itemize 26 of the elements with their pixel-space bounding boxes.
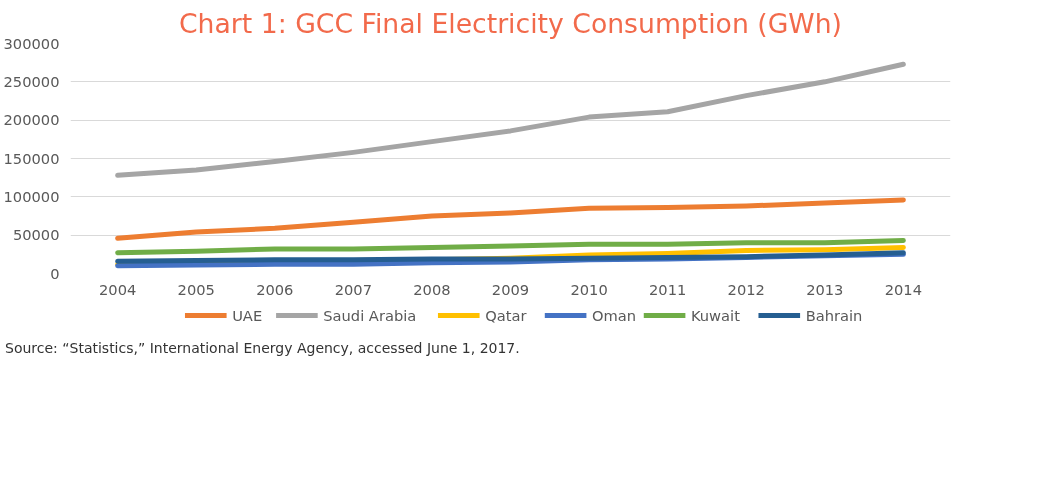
legend-label: Kuwait <box>690 307 741 324</box>
legend-label: Bahrain <box>805 307 863 324</box>
y-tick-label: 50000 <box>12 226 60 244</box>
y-tick-label: 300000 <box>3 34 60 52</box>
y-tick-label: 200000 <box>3 111 60 129</box>
x-tick-label: 2005 <box>177 280 215 298</box>
source-note: Source: “Statistics,” International Energy Agency, accessed June 1, 2017. <box>5 339 520 358</box>
y-tick-label: 150000 <box>3 149 60 167</box>
x-tick-label: 2011 <box>648 280 687 298</box>
x-tick-label: 2009 <box>491 280 530 298</box>
chart-title: Chart 1: GCC Final Electricity Consumption (GWh) <box>179 7 843 39</box>
x-tick-label: 2012 <box>727 280 765 298</box>
x-tick-label: 2013 <box>806 280 844 298</box>
legend-label: UAE <box>232 307 263 324</box>
legend-label: Qatar <box>485 307 528 324</box>
y-tick-label: 250000 <box>3 72 60 90</box>
y-tick-label: 0 <box>50 264 60 282</box>
x-tick-label: 2014 <box>884 280 923 298</box>
x-tick-label: 2006 <box>256 280 294 298</box>
legend-label: Oman <box>591 307 637 324</box>
x-tick-label: 2008 <box>413 280 451 298</box>
legend-label: Saudi Arabia <box>323 307 417 324</box>
y-tick-label: 100000 <box>3 187 60 205</box>
x-tick-label: 2007 <box>334 280 373 298</box>
x-tick-label: 2010 <box>570 280 608 298</box>
x-tick-label: 2004 <box>98 280 137 298</box>
